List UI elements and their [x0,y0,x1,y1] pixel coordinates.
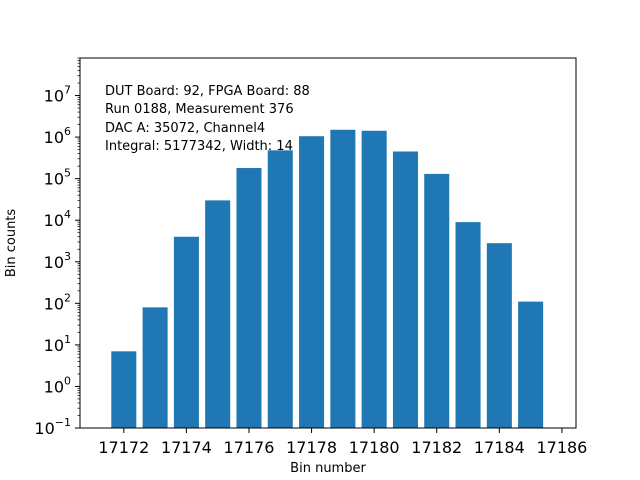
y-tick-label: 101 [44,333,71,355]
y-tick-label: 102 [44,291,71,313]
x-tick-label: 17186 [536,438,587,457]
y-tick-label: 107 [44,84,71,106]
annotation-line-2: Run 0188, Measurement 376 [105,102,294,117]
bar-17179 [330,129,356,428]
annotation-line-1: DUT Board: 92, FPGA Board: 88 [105,84,310,99]
y-axis-title: Bin counts [4,209,19,278]
y-tick-label: 100 [44,374,71,396]
x-tick-label: 17176 [224,438,275,457]
y-axis: 10−1 100 101 102 103 104 105 106 107 [34,57,80,438]
bar-17173 [142,307,168,428]
bar-17184 [486,243,512,428]
bar-17183 [455,222,481,428]
y-tick-label: 106 [44,125,71,147]
y-tick-label: 104 [44,208,71,230]
x-axis: 17172 17174 17176 17178 17180 17182 17184 17186 [98,428,587,457]
bar-17180 [361,130,387,429]
bar-17178 [299,136,325,428]
bar-17182 [424,173,450,428]
x-tick-label: 17172 [98,438,149,457]
bar-17181 [392,151,418,428]
x-tick-label: 17178 [286,438,337,457]
annotation-line-4: Integral: 5177342, Width: 14 [105,139,293,154]
annotation-line-3: DAC A: 35072, Channel4 [105,121,265,136]
x-tick-label: 17184 [474,438,525,457]
bars-group [111,129,544,429]
bar-17175 [205,200,231,428]
plot-frame [79,57,577,429]
y-tick-label: 10−1 [34,416,71,438]
bar-17176 [236,168,262,428]
bar-17174 [173,236,199,428]
y-tick-label: 105 [44,167,71,189]
bar-17185 [518,301,544,428]
x-tick-label: 17180 [349,438,400,457]
x-tick-label: 17174 [161,438,212,457]
y-tick-label: 103 [44,250,71,272]
x-tick-label: 17182 [411,438,462,457]
bar-17177 [267,150,293,429]
x-axis-title: Bin number [290,461,366,476]
bar-17172 [111,351,137,428]
